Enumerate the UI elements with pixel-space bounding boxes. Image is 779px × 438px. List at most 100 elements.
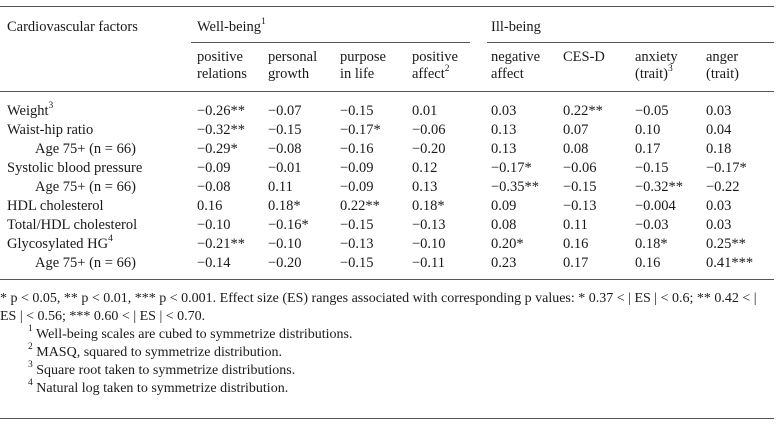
column-header: anger (trait) [706, 49, 739, 83]
column-header-line: affect2 [412, 64, 458, 83]
footnote-text: Natural log taken to symmetrize distribu… [36, 381, 289, 396]
table-cell: 0.11 [563, 217, 588, 233]
footnote-mark: 3 [28, 360, 33, 371]
column-header-line: (trait) [706, 66, 739, 83]
footnote: 4 Natural log taken to symmetrize distri… [0, 378, 772, 398]
table-bottom-rule [0, 279, 774, 280]
table-cell: 0.12 [412, 160, 438, 176]
row-label-text: Weight [7, 103, 49, 119]
column-header: anxiety (trait)3 [635, 49, 678, 83]
table-cell: 0.20* [491, 236, 524, 252]
row-label: HDL cholesterol [7, 198, 104, 215]
column-header-line: affect [491, 66, 540, 83]
table-cell: 0.25** [706, 236, 746, 252]
column-header-line: CES-D [563, 49, 605, 65]
column-header: positive affect2 [412, 49, 458, 83]
table-cell: −0.15 [340, 255, 374, 271]
top-rule [0, 6, 774, 7]
table-cell: −0.08 [268, 141, 302, 157]
table-cell: −0.16* [268, 217, 309, 233]
table-cell: −0.08 [197, 179, 231, 195]
row-label-text: Age 75+ (n = 66) [35, 179, 136, 195]
table-cell: −0.13 [412, 217, 446, 233]
footnote-text: Square root taken to symmetrize distribu… [36, 363, 296, 378]
table-cell: 0.08 [563, 141, 589, 157]
table-cell: 0.11 [268, 179, 293, 195]
significance-note: * p < 0.05, ** p < 0.01, *** p < 0.001. … [0, 291, 757, 324]
table-cell: −0.16 [340, 141, 374, 157]
table-cell: −0.06 [563, 160, 597, 176]
corner-header: Cardiovascular factors [7, 19, 138, 35]
column-header: purpose in life [340, 49, 386, 83]
table-cell: 0.17 [563, 255, 589, 271]
table-cell: −0.17* [340, 122, 381, 138]
column-header: CES-D [563, 49, 605, 66]
column-header-line: in life [340, 66, 386, 83]
table-cell: −0.15 [563, 179, 597, 195]
table-cell: 0.18* [635, 236, 668, 252]
column-footnote-mark: 3 [668, 64, 673, 75]
column-footnote-mark: 2 [444, 64, 450, 75]
footnote-mark: 4 [28, 378, 33, 389]
row-label: Glycosylated HG4 [7, 234, 113, 253]
table-cell: 0.04 [706, 122, 732, 138]
column-header-line: anger [706, 49, 739, 65]
table-cell: −0.09 [197, 160, 231, 176]
footnote: 2 MASQ, squared to symmetrize distributi… [0, 343, 772, 362]
table-cell: 0.23 [491, 255, 517, 271]
group-rule-ill-being [487, 42, 774, 43]
table-cell: 0.07 [563, 122, 589, 138]
table-cell: −0.15 [340, 103, 374, 119]
table-cell: 0.13 [491, 141, 517, 157]
group-footnote-mark: 1 [261, 17, 266, 28]
bottom-rule [0, 418, 774, 419]
column-header-line: positive [197, 49, 243, 65]
row-footnote-mark: 4 [108, 234, 113, 245]
column-header-text: in life [340, 66, 375, 82]
header-rule [0, 91, 774, 92]
table-cell: −0.22 [706, 179, 740, 195]
table-cell: −0.21** [197, 236, 246, 252]
column-header: personal growth [268, 49, 317, 83]
row-label-text: Systolic blood pressure [7, 160, 143, 176]
table-cell: 0.13 [491, 122, 517, 138]
table-cell: −0.32** [635, 179, 684, 195]
row-label-text: Total/HDL cholesterol [7, 217, 138, 233]
column-header-line: personal [268, 49, 318, 65]
row-label-text: Waist-hip ratio [7, 122, 94, 138]
row-label-text: Age 75+ (n = 66) [35, 255, 136, 271]
table-cell: 0.03 [706, 217, 732, 233]
row-label-text: HDL cholesterol [7, 198, 104, 214]
table-cell: 0.13 [412, 179, 438, 195]
table-cell: −0.15 [268, 122, 302, 138]
table-cell: 0.09 [491, 198, 517, 214]
table-cell: −0.15 [635, 160, 669, 176]
column-header-line: purpose [340, 49, 386, 65]
row-label: Weight3 [7, 101, 54, 120]
footnote: 3 Square root taken to symmetrize distri… [0, 360, 772, 380]
table-cell: −0.004 [635, 198, 676, 214]
footnote-mark: 1 [28, 324, 33, 335]
column-header-text: relations [197, 66, 247, 82]
table-cell: −0.09 [340, 179, 374, 195]
column-header-line: growth [268, 66, 317, 83]
column-header-text: (trait) [706, 66, 740, 82]
table-cell: 0.01 [412, 103, 438, 119]
row-footnote-mark: 3 [48, 101, 54, 112]
footnote: 1 Well-being scales are cubed to symmetr… [0, 324, 772, 344]
column-header-text: growth [268, 66, 310, 82]
row-label: Age 75+ (n = 66) [35, 255, 136, 272]
table-cell: −0.07 [268, 103, 302, 119]
table-cell: −0.10 [268, 236, 302, 252]
table-cell: −0.10 [412, 236, 446, 252]
table-cell: 0.03 [706, 198, 732, 214]
table-cell: −0.09 [340, 160, 374, 176]
row-label: Systolic blood pressure [7, 160, 142, 177]
group-label: Ill-being [491, 19, 541, 35]
row-label: Waist-hip ratio [7, 122, 93, 139]
table-cell: −0.29* [197, 141, 238, 157]
footnote-text: MASQ, squared to symmetrize distribution… [36, 345, 283, 360]
table-cell: 0.16 [197, 198, 223, 214]
table-cell: −0.01 [268, 160, 302, 176]
table-cell: 0.03 [706, 103, 732, 119]
